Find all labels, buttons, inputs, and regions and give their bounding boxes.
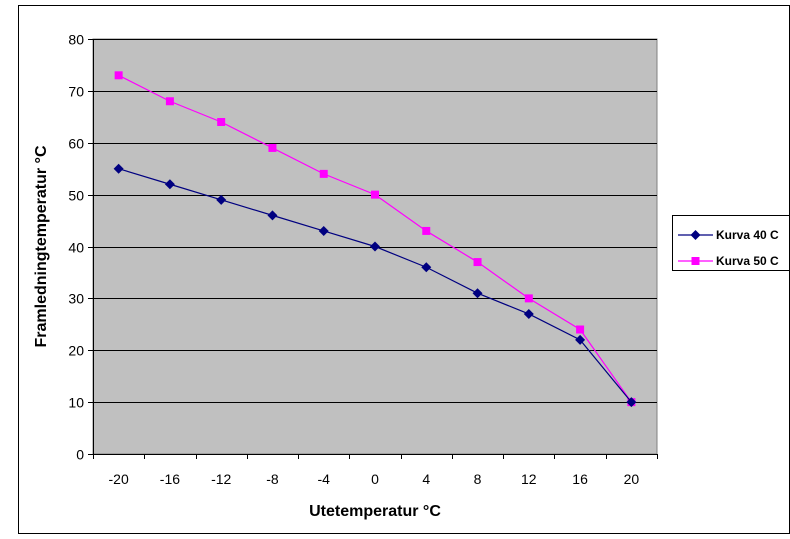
x-axis-title: Utetemperatur °C (309, 503, 441, 520)
legend-marker-0 (690, 230, 701, 240)
axes: 0 10 20 30 40 50 60 70 80 -20 -16 -12 -8 -4 0 4 8 12 16 20 (68, 32, 658, 487)
series-0-point-6 (421, 262, 432, 273)
series-0-point-10 (626, 397, 637, 408)
y-tick-label-6: 60 (68, 136, 84, 152)
series-1-point-5 (371, 190, 379, 199)
x-tick-label-5: 0 (371, 471, 379, 487)
x-tick-label-8: 12 (521, 471, 537, 487)
y-tick-label-4: 40 (68, 240, 84, 256)
x-tick-label-7: 8 (474, 471, 482, 487)
x-tick-label-4: -4 (318, 471, 331, 487)
legend-label-1: Kurva 50 C (716, 254, 779, 268)
x-tick-label-3: -8 (266, 471, 279, 487)
series-1-point-0 (114, 71, 123, 80)
legend-marker-1 (691, 257, 700, 265)
series-1-point-8 (524, 294, 533, 303)
series-1-point-7 (473, 258, 482, 267)
legend: Kurva 40 C Kurva 50 C (672, 215, 790, 271)
y-axis-title: Framledningtemperatur °C (33, 145, 50, 347)
series-0-point-7 (472, 288, 483, 299)
series-0-point-1 (164, 179, 175, 190)
series-0-point-0 (113, 163, 124, 174)
y-tick-label-8: 80 (68, 32, 84, 48)
x-tick-label-9: 16 (572, 471, 588, 487)
y-tick-label-5: 50 (68, 188, 84, 204)
x-tick-label-0: -20 (109, 471, 129, 487)
series-1-point-4 (319, 169, 328, 178)
y-tick-label-1: 10 (68, 395, 84, 411)
series-1-point-2 (217, 118, 226, 126)
y-tick-label-7: 70 (68, 84, 84, 100)
series-1-point-6 (422, 226, 431, 235)
series-0-point-9 (575, 334, 586, 345)
legend-label-0: Kurva 40 C (716, 228, 779, 242)
y-tick-label-2: 20 (68, 343, 84, 359)
series-0-point-2 (216, 194, 227, 205)
series-0-point-5 (370, 241, 380, 252)
legend-box (672, 215, 790, 271)
series-0-point-4 (318, 225, 329, 236)
y-tick-label-3: 30 (68, 291, 84, 307)
x-tick-label-10: 20 (624, 471, 640, 487)
series-0 (113, 163, 637, 408)
x-tick-label-6: 4 (422, 471, 430, 487)
y-tick-label-0: 0 (76, 447, 84, 463)
series-1-point-1 (165, 97, 174, 106)
series-1-point-3 (268, 143, 277, 152)
x-tick-label-2: -12 (211, 471, 231, 487)
series-0-point-3 (267, 210, 278, 221)
series-0-point-8 (523, 308, 534, 319)
x-tick-label-1: -16 (160, 471, 180, 487)
series-1-point-9 (576, 325, 585, 334)
series-layer (113, 71, 637, 408)
